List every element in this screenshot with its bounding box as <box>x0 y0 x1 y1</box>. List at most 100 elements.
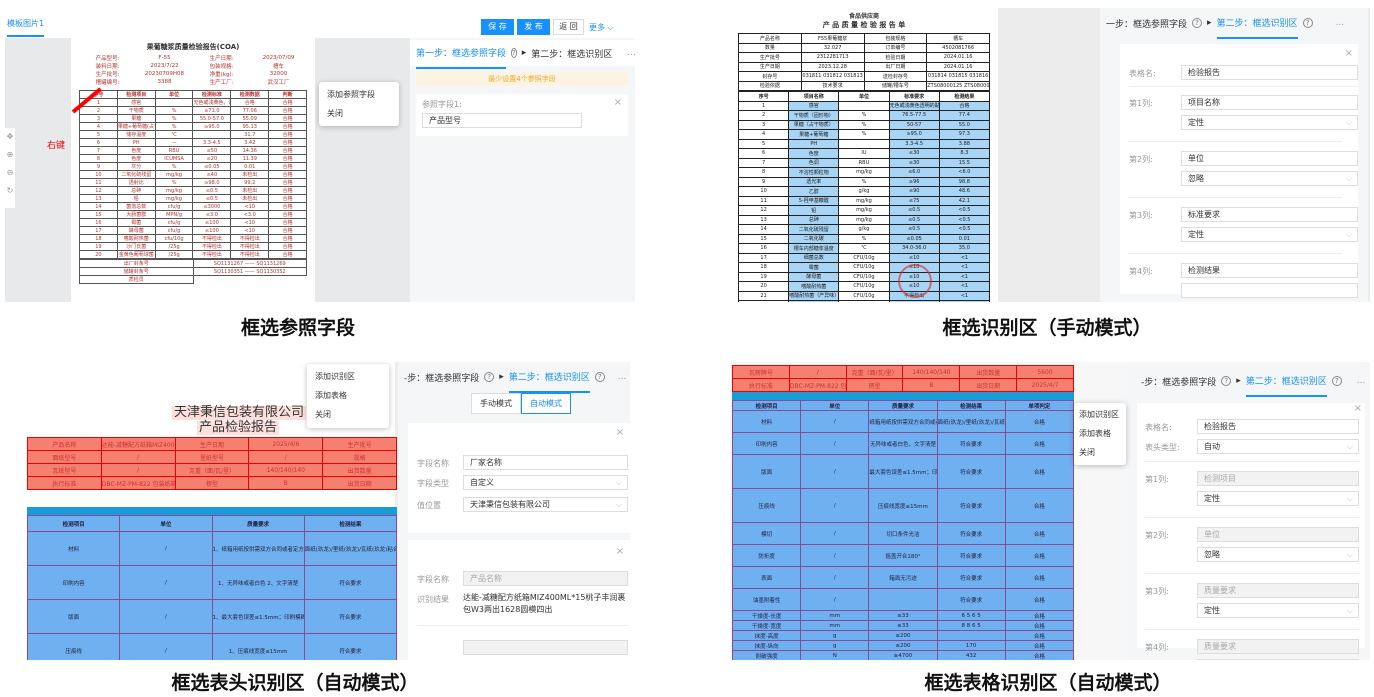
manual-mode-button[interactable]: 手动模式 <box>471 393 521 414</box>
help-icon[interactable]: ? <box>484 372 495 382</box>
table-cell: 产品名称 <box>738 33 802 44</box>
table-name-input[interactable]: 检验报告 <box>1197 419 1359 434</box>
reference-field-input[interactable]: 产品型号 <box>422 113 582 128</box>
column-name-input[interactable]: 质量要求 <box>1197 583 1359 598</box>
table-recognition-area[interactable]: 检测项目单位质量要求检测结果单项判定材料/纸箱用纸按供需双方合同或者定方案面纸(… <box>731 400 1075 660</box>
publish-button[interactable]: 发 布 <box>517 19 550 35</box>
table-cell: 符合要求 <box>936 432 1006 455</box>
column-type-select[interactable]: 定性 ⌵ <box>1181 227 1358 242</box>
close-icon[interactable]: × <box>1344 48 1353 59</box>
table-cell: mm <box>800 610 870 621</box>
table-row: 印刷内容/1、无异味或者白色 2、文字清楚 符合要求 <box>26 565 398 600</box>
table-cell: 送检封存号 <box>863 71 928 82</box>
menu-item-close[interactable]: 关闭 <box>1079 448 1095 457</box>
table-cell: 模切 <box>731 522 802 545</box>
table-cell: 8 <box>737 167 790 178</box>
back-button[interactable]: 返 回 <box>553 19 584 35</box>
step-2-tab[interactable]: 第二步：框选识别区 <box>508 362 590 393</box>
menu-item-add-recognition-area[interactable]: 添加识别区 <box>315 372 355 381</box>
table-cell: 9 <box>737 176 790 187</box>
move-icon[interactable]: ✥ <box>6 132 14 141</box>
step-1-tab[interactable]: -步：框选参照字段 <box>404 373 480 384</box>
step-1-tab[interactable]: 一步：框选参照字段 <box>1106 19 1188 30</box>
save-button[interactable]: 保 存 <box>481 19 514 35</box>
table-cell: 不得检出 <box>888 300 940 302</box>
rotate-icon[interactable]: ↻ <box>6 186 14 195</box>
table-row: 2 干物质% ≥71.0 77.06 合格 <box>79 106 307 115</box>
column-type-select[interactable]: 定性 ⌵ <box>1181 115 1358 130</box>
column-header: 单位 <box>154 90 194 99</box>
table-cell: 总砷 <box>788 214 840 225</box>
menu-item-add-reference-field[interactable]: 添加参照字段 <box>327 90 375 99</box>
menu-item-add-recognition-area[interactable]: 添加识别区 <box>1079 410 1119 419</box>
table-cell: / <box>800 454 870 489</box>
column-name-input[interactable]: 单位 <box>1181 151 1358 166</box>
table-cell: ≥95.0 <box>192 122 232 131</box>
menu-item-close[interactable]: 关闭 <box>315 410 331 419</box>
column-label: 第4列: <box>1129 267 1153 276</box>
column-type-select[interactable] <box>1197 659 1359 660</box>
column-name-input[interactable]: 质量要求 <box>1197 639 1359 654</box>
auto-mode-button[interactable]: 自动模式 <box>521 393 571 414</box>
table-cell: 合格 <box>268 186 307 195</box>
column-name-input[interactable]: 检测结果 <box>1181 263 1358 278</box>
table-cell: 压痕线宽度≤15mm <box>868 488 938 523</box>
help-icon[interactable]: ? <box>1302 18 1313 28</box>
step-1-tab[interactable]: -步：框选参照字段 <box>1141 377 1217 388</box>
table-cell: ≥4700 <box>868 650 938 660</box>
table-cell: 合格 <box>1004 488 1075 523</box>
table-cell: 不得检出 <box>192 242 232 251</box>
doc-company: 天津秉信包装有限公司 <box>172 405 307 420</box>
column-type-select[interactable]: 忽略 ⌵ <box>1181 171 1358 186</box>
header-type-select[interactable]: 自动 ⌵ <box>1197 439 1359 454</box>
close-icon[interactable]: × <box>615 546 624 557</box>
column-type-value: 定性 <box>1188 230 1204 239</box>
column-type-select[interactable]: 定性 ⌵ <box>1197 491 1359 506</box>
step-2-tab[interactable]: 第二步：框选识别区 <box>1216 8 1298 39</box>
table-cell: 11.39 <box>230 154 270 163</box>
close-icon[interactable]: × <box>1353 403 1362 414</box>
field-name-input[interactable]: 产品名称 <box>463 571 628 586</box>
column-name-input[interactable]: 标准要求 <box>1181 207 1358 222</box>
table-cell: 77.4 <box>938 110 991 121</box>
more-dropdown[interactable]: 更多 ⌵ <box>589 22 614 33</box>
column-type-select[interactable]: 忽略 ⌵ <box>1197 547 1359 562</box>
column-name-input[interactable]: 检测项目 <box>1197 471 1359 486</box>
help-icon[interactable]: ? <box>511 48 517 58</box>
step-1-tab[interactable]: 第一步：框选参照字段 <box>416 38 507 69</box>
table-row: 6 PH —3.3-4.5 3.42 合格 <box>79 138 307 147</box>
column-type-select[interactable]: 定性 ⌵ <box>1197 603 1359 618</box>
help-icon[interactable]: ? <box>1331 376 1342 386</box>
field-name-input[interactable]: 厂家名称 <box>463 455 628 470</box>
field-type-select[interactable]: 自定义 ⌵ <box>463 475 628 490</box>
help-icon[interactable]: ? <box>1221 376 1232 386</box>
table-cell: 031811 031812 031813 <box>800 71 865 82</box>
more-icon[interactable]: ... <box>1356 376 1366 386</box>
menu-item-add-table[interactable]: 添加表格 <box>315 391 347 400</box>
close-icon[interactable]: × <box>615 427 624 438</box>
tab-template-image-1[interactable]: 模板图片1 <box>7 18 45 37</box>
table-cell: 未检出 <box>230 186 270 195</box>
zoom-out-icon[interactable]: ⊖ <box>6 168 14 177</box>
zoom-in-icon[interactable]: ⊕ <box>6 150 14 159</box>
help-icon[interactable]: ? <box>594 372 605 382</box>
table-name-input[interactable]: 检验报告 <box>1181 65 1358 80</box>
column-name-input[interactable]: 项目名称 <box>1181 95 1358 110</box>
next-field-input[interactable] <box>463 640 628 655</box>
menu-item-close[interactable]: 关闭 <box>327 109 343 118</box>
help-icon[interactable]: ? <box>1192 18 1203 28</box>
more-icon[interactable]: ... <box>627 48 635 58</box>
close-icon[interactable]: × <box>613 97 622 108</box>
step-2-tab[interactable]: 第二步：框选识别区 <box>1245 366 1327 397</box>
table-cell: 031814 031815 031816 <box>926 71 990 82</box>
table-cell: 12 <box>79 186 118 195</box>
column-name-input[interactable]: 单位 <box>1197 527 1359 542</box>
more-icon[interactable]: ... <box>1335 18 1345 28</box>
more-icon[interactable]: ... <box>617 372 627 382</box>
column-type-select[interactable] <box>1181 283 1358 298</box>
menu-item-add-table[interactable]: 添加表格 <box>1079 429 1111 438</box>
value-position-label: 值位置 <box>417 501 441 510</box>
value-position-select[interactable]: 天津秉信包装有限公司 ⌵ <box>463 497 628 512</box>
step-2-tab[interactable]: 第二步：框选识别区 <box>531 49 613 60</box>
